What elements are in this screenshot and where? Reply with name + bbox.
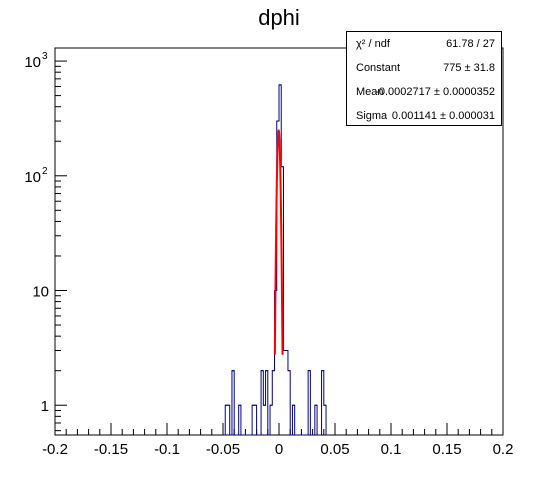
stat-value: -0.0002717 ± 0.0000352 — [375, 86, 495, 98]
x-tick-label: -0.1 — [154, 441, 180, 458]
y-tick-label: 10 — [24, 169, 41, 186]
y-tick-label: 1 — [41, 398, 49, 415]
stat-name: Mean — [356, 86, 384, 98]
x-tick-label: 0 — [275, 441, 283, 458]
x-tick-label: -0.15 — [94, 441, 128, 458]
y-tick-exponent: 2 — [42, 166, 48, 177]
x-tick-label: 0.05 — [320, 441, 349, 458]
gaussian-fit-curve — [273, 129, 284, 355]
x-tick-label: 0.15 — [432, 441, 461, 458]
y-tick-label: 10 — [24, 54, 41, 71]
chart-title: dphi — [258, 5, 300, 30]
x-tick-label: 0.1 — [381, 441, 402, 458]
x-axis: -0.2 -0.15 -0.1 -0.05 0 0.05 0.1 0.15 0.2 — [42, 423, 513, 458]
stat-row-constant: Constant 775 ± 31.8 — [347, 56, 501, 79]
stat-value: 775 ± 31.8 — [443, 62, 495, 74]
fit-statistics-box: χ² / ndf 61.78 / 27 Constant 775 ± 31.8 … — [346, 31, 502, 126]
x-tick-label: -0.05 — [206, 441, 240, 458]
x-tick-label: 0.2 — [493, 441, 514, 458]
stat-value: 0.001141 ± 0.000031 — [391, 110, 495, 122]
stat-row-mean: Mean -0.0002717 ± 0.0000352 — [347, 80, 501, 103]
stat-row-chi2: χ² / ndf 61.78 / 27 — [347, 32, 501, 55]
y-tick-label: 10 — [32, 284, 49, 301]
stat-name: Sigma — [356, 110, 388, 122]
stat-name: χ² / ndf — [356, 38, 390, 50]
x-tick-label: -0.2 — [42, 441, 68, 458]
stat-value: 61.78 / 27 — [446, 38, 495, 50]
stat-row-sigma: Sigma 0.001141 ± 0.000031 — [347, 104, 501, 127]
y-tick-exponent: 3 — [42, 51, 48, 62]
stat-name: Constant — [356, 62, 401, 74]
